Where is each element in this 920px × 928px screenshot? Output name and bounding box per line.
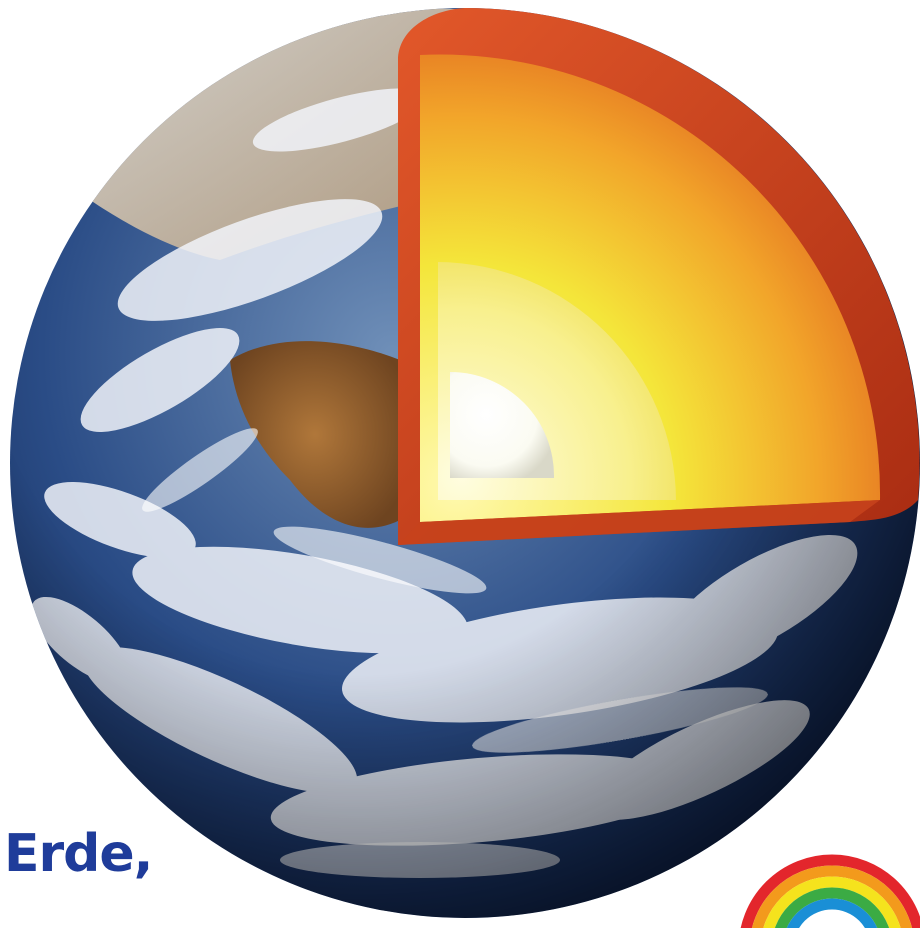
core-cutaway — [398, 8, 920, 545]
caption-title: Erde, — [4, 824, 153, 884]
inner-core — [450, 372, 555, 478]
rainbow-logo-icon — [740, 854, 920, 928]
